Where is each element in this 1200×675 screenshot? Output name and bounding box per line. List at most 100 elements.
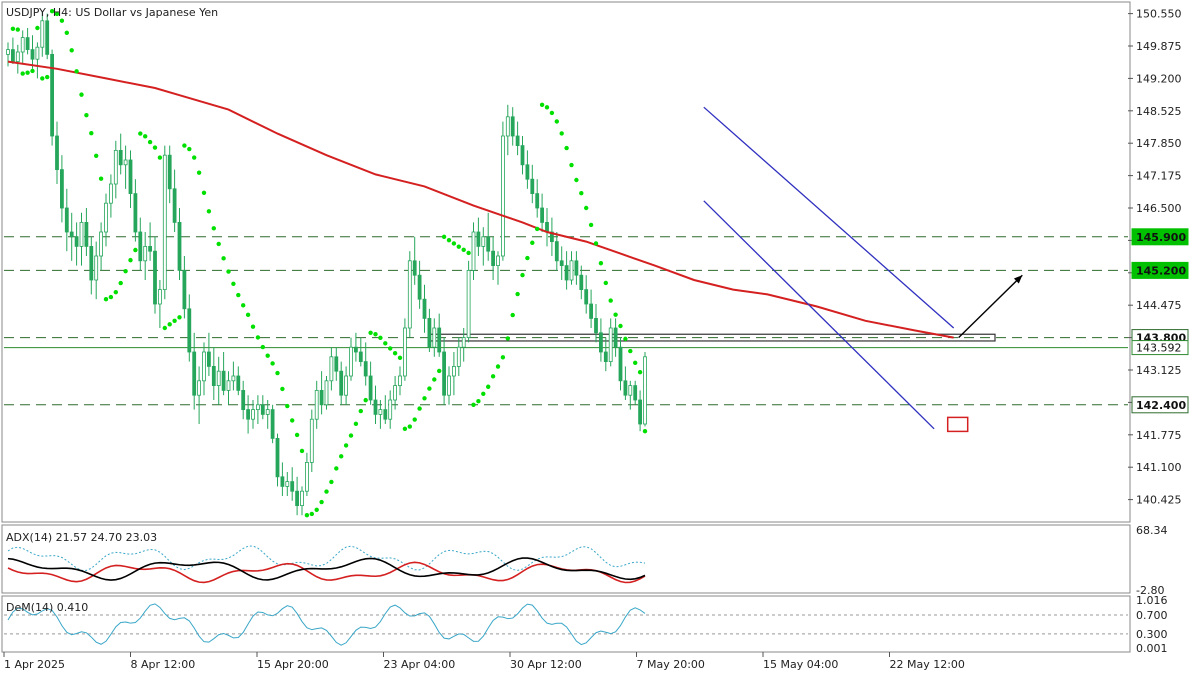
sar-dot [363, 397, 368, 403]
sar-dot [441, 234, 447, 239]
candle-body [437, 327, 442, 353]
sar-dot [89, 131, 94, 136]
candle-body [554, 241, 559, 262]
sar-dot [157, 155, 163, 160]
candle-body [564, 265, 569, 281]
sar-dot [608, 298, 613, 303]
candle-body [290, 481, 295, 492]
sar-dot [373, 332, 378, 337]
candle-body [123, 159, 128, 166]
candle-body [451, 365, 456, 377]
channel-lower [703, 200, 935, 430]
candle-body [574, 260, 579, 276]
sar-dot [10, 26, 16, 31]
candle-body [89, 245, 94, 281]
candle-body [378, 409, 383, 415]
adx-minus-di [7, 561, 646, 584]
candle-body [559, 260, 564, 266]
candle-body [84, 221, 89, 247]
y-tick-label: 141.100 [1136, 461, 1182, 474]
sar-dot [476, 398, 481, 404]
x-tick-label: 8 Apr 12:00 [131, 658, 196, 671]
candle-body [603, 351, 608, 362]
candle-body [241, 389, 246, 410]
sar-dot [226, 269, 231, 274]
candle-body [471, 231, 476, 271]
sar-dot [490, 374, 496, 379]
sar-dot [285, 403, 290, 409]
dem-line [7, 603, 646, 646]
time-axis: 1 Apr 2025 8 Apr 12:00 15 Apr 20:00 23 Apr … [3, 652, 965, 671]
sar-dot [25, 70, 30, 75]
sar-dot [192, 155, 197, 160]
candle-body [628, 385, 633, 396]
moving-average [7, 60, 954, 339]
y-tick-label: 149.200 [1136, 72, 1182, 85]
candle-body [260, 404, 265, 415]
sar-dot [275, 370, 280, 376]
candle-body [25, 37, 30, 50]
sar-dot [299, 448, 305, 454]
current-price-label: 143.592 [1136, 342, 1182, 355]
candle-body [128, 159, 133, 194]
candle-body [363, 361, 368, 377]
sar-dot [642, 429, 648, 434]
candle-body [486, 236, 491, 252]
sar-dot [59, 18, 65, 23]
sar-dot [49, 9, 55, 14]
candle-body [344, 375, 349, 396]
sar-dot [172, 318, 177, 323]
sar-dot [427, 386, 432, 391]
candle-body [50, 54, 54, 137]
candle-body [643, 356, 647, 425]
sar-dot [103, 297, 109, 302]
candle-body [246, 409, 251, 420]
candle-body [197, 380, 202, 396]
sar-dot [637, 369, 643, 375]
candle-body [613, 327, 618, 348]
candle-body [461, 337, 466, 348]
candle-body [280, 476, 285, 487]
sar-dot [108, 294, 114, 300]
candle-body [265, 409, 270, 415]
candle-body [211, 365, 216, 386]
dem-pane [1, 595, 1131, 653]
sar-dot [250, 324, 256, 329]
candle-body [584, 289, 589, 305]
adx-plus-di [7, 545, 646, 571]
candle-body [187, 308, 192, 353]
candle-body [314, 389, 319, 420]
sar-dot [177, 315, 182, 320]
candle-body [270, 409, 275, 439]
sar-dot [45, 74, 50, 80]
sar-dot [505, 336, 510, 341]
sar-dot [343, 443, 349, 448]
candle-body [10, 49, 15, 62]
sar-dot [574, 177, 579, 183]
candle-body [40, 20, 45, 48]
candle-body [388, 399, 393, 420]
candle-body [608, 327, 613, 362]
x-tick-label: 7 May 20:00 [637, 658, 705, 671]
sar-dot [74, 69, 79, 74]
sar-dot [432, 377, 437, 382]
candle-body [295, 490, 300, 507]
sar-dot [348, 433, 354, 438]
y-tick-label: 141.775 [1136, 429, 1182, 442]
candle-body [226, 380, 231, 391]
sar-dot [495, 364, 501, 369]
candles [6, 11, 647, 516]
projection-arrow-line [958, 274, 1023, 339]
signal-marker-box [946, 416, 969, 433]
sar-dot [510, 312, 515, 318]
candle-body [334, 356, 339, 372]
sar-dot [182, 143, 187, 148]
sar-dot [304, 513, 310, 518]
sar-dot [515, 291, 520, 297]
projection-arrow-head [1013, 275, 1023, 284]
candle-body [550, 231, 554, 242]
sar-dot [339, 454, 344, 459]
sar-dot [113, 289, 119, 295]
candle-body [447, 375, 451, 396]
